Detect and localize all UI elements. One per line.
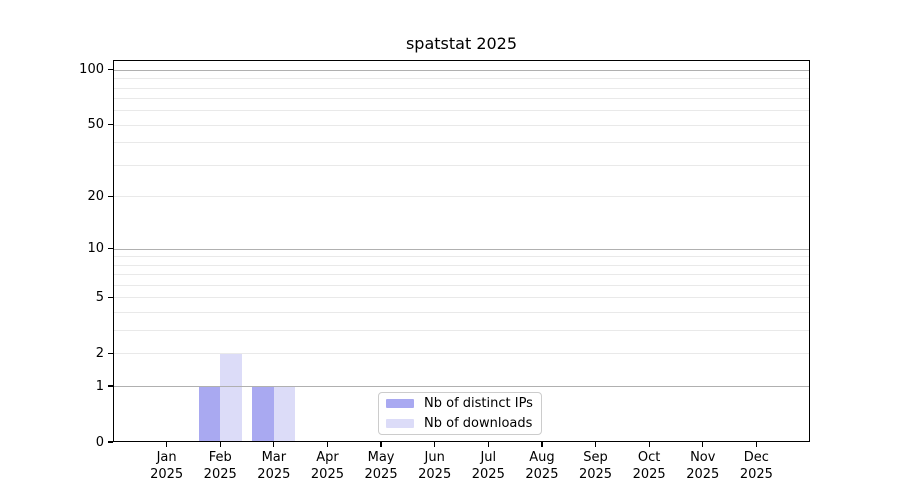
gridline-major (113, 69, 810, 71)
x-tick (273, 442, 275, 447)
y-tick-label: 5 (95, 289, 104, 305)
x-tick (755, 442, 757, 447)
x-tick-year: 2025 (632, 467, 666, 482)
x-tick-label: Jun 2025 (404, 449, 466, 483)
gridline-minor (113, 142, 810, 144)
x-tick-month: Aug (529, 450, 555, 465)
y-tick-label: 100 (79, 62, 104, 78)
x-tick-month: Feb (208, 450, 232, 465)
x-tick-label: Sep 2025 (565, 449, 627, 483)
legend-label-downloads: Nb of downloads (424, 416, 533, 431)
x-tick-year: 2025 (418, 467, 452, 482)
x-tick-month: Oct (637, 450, 661, 465)
y-tick-label: 0 (95, 434, 104, 450)
x-tick (487, 442, 489, 447)
y-tick (108, 69, 113, 71)
y-tick (108, 296, 113, 299)
x-tick-month: Nov (690, 450, 716, 465)
legend-swatch-ips (386, 398, 414, 409)
y-tick-label: 10 (87, 241, 104, 257)
x-tick (594, 442, 597, 447)
x-tick-year: 2025 (525, 467, 559, 482)
gridline-minor (113, 78, 810, 80)
x-tick-label: Nov 2025 (672, 449, 734, 483)
x-tick-year: 2025 (364, 467, 398, 482)
chart-title: spatstat 2025 (405, 34, 518, 53)
x-tick-month: Jul (480, 450, 497, 465)
y-tick-label: 50 (87, 117, 104, 133)
y-tick (108, 352, 113, 354)
x-tick (380, 442, 382, 447)
x-tick-label: Dec 2025 (725, 449, 787, 483)
x-tick-label: Feb 2025 (189, 449, 251, 483)
x-tick-year: 2025 (310, 467, 344, 482)
x-tick-month: Apr (316, 450, 339, 465)
x-tick-label: Aug 2025 (511, 449, 573, 483)
gridline-minor (113, 285, 810, 287)
x-tick (219, 442, 221, 447)
gridline-minor (113, 124, 810, 126)
gridline-minor (113, 196, 810, 198)
y-tick-label: 2 (95, 345, 104, 361)
y-tick-label: 1 (95, 378, 104, 394)
gridline-minor (113, 110, 810, 112)
gridline-minor (113, 353, 810, 355)
x-tick-label: Apr 2025 (296, 449, 358, 483)
y-tick (108, 385, 113, 387)
x-tick-label: Mar 2025 (243, 449, 305, 483)
y-tick (108, 195, 113, 198)
x-tick-year: 2025 (578, 467, 613, 482)
legend-swatch-downloads (386, 418, 414, 429)
plot-area (113, 60, 810, 442)
bar-ips-mar (252, 386, 274, 442)
legend-entry-distinct-ips: Nb of distinct IPs (386, 395, 534, 412)
y-tick (108, 441, 113, 443)
bar-downloads-feb (220, 353, 242, 442)
x-tick-year: 2025 (686, 467, 720, 482)
x-tick-label: May 2025 (350, 449, 412, 483)
x-tick (326, 442, 329, 447)
gridline-minor (113, 274, 810, 276)
x-tick-month: May (367, 450, 395, 465)
x-tick (541, 442, 543, 447)
gridline-minor (113, 264, 810, 266)
x-tick-label: Jan 2025 (136, 449, 198, 483)
x-tick-month: Jun (424, 450, 445, 465)
gridline-minor (113, 87, 810, 89)
plot-spines (113, 60, 810, 442)
gridline-minor (113, 98, 810, 100)
x-tick-label: Jul 2025 (457, 449, 519, 483)
legend-entry-downloads: Nb of downloads (386, 415, 534, 432)
x-tick-label: Oct 2025 (618, 449, 680, 483)
x-tick-month: Mar (261, 450, 287, 465)
legend: Nb of distinct IPs Nb of downloads (378, 392, 542, 435)
x-tick (434, 442, 436, 447)
x-tick-year: 2025 (257, 467, 291, 482)
gridline-minor (113, 297, 810, 299)
legend-label-ips: Nb of distinct IPs (424, 396, 533, 411)
x-tick (166, 442, 168, 447)
y-tick-label: 20 (87, 188, 104, 204)
x-tick-month: Dec (743, 450, 769, 465)
gridline-major (113, 386, 810, 388)
gridline-minor (113, 312, 810, 314)
gridline-minor (113, 330, 810, 332)
gridline-minor (113, 165, 810, 167)
x-tick (702, 442, 704, 447)
bar-downloads-mar (273, 386, 296, 442)
x-tick-month: Sep (583, 450, 608, 465)
y-tick (108, 247, 113, 250)
bar-ips-feb (198, 386, 221, 442)
gridline-major (113, 248, 810, 250)
gridline-minor (113, 256, 810, 258)
x-tick-year: 2025 (203, 467, 237, 482)
x-tick-year: 2025 (471, 467, 505, 482)
x-tick-year: 2025 (150, 467, 184, 482)
x-tick-year: 2025 (739, 467, 773, 482)
x-tick (648, 442, 650, 447)
y-tick (108, 124, 113, 126)
x-tick-month: Jan (156, 450, 177, 465)
